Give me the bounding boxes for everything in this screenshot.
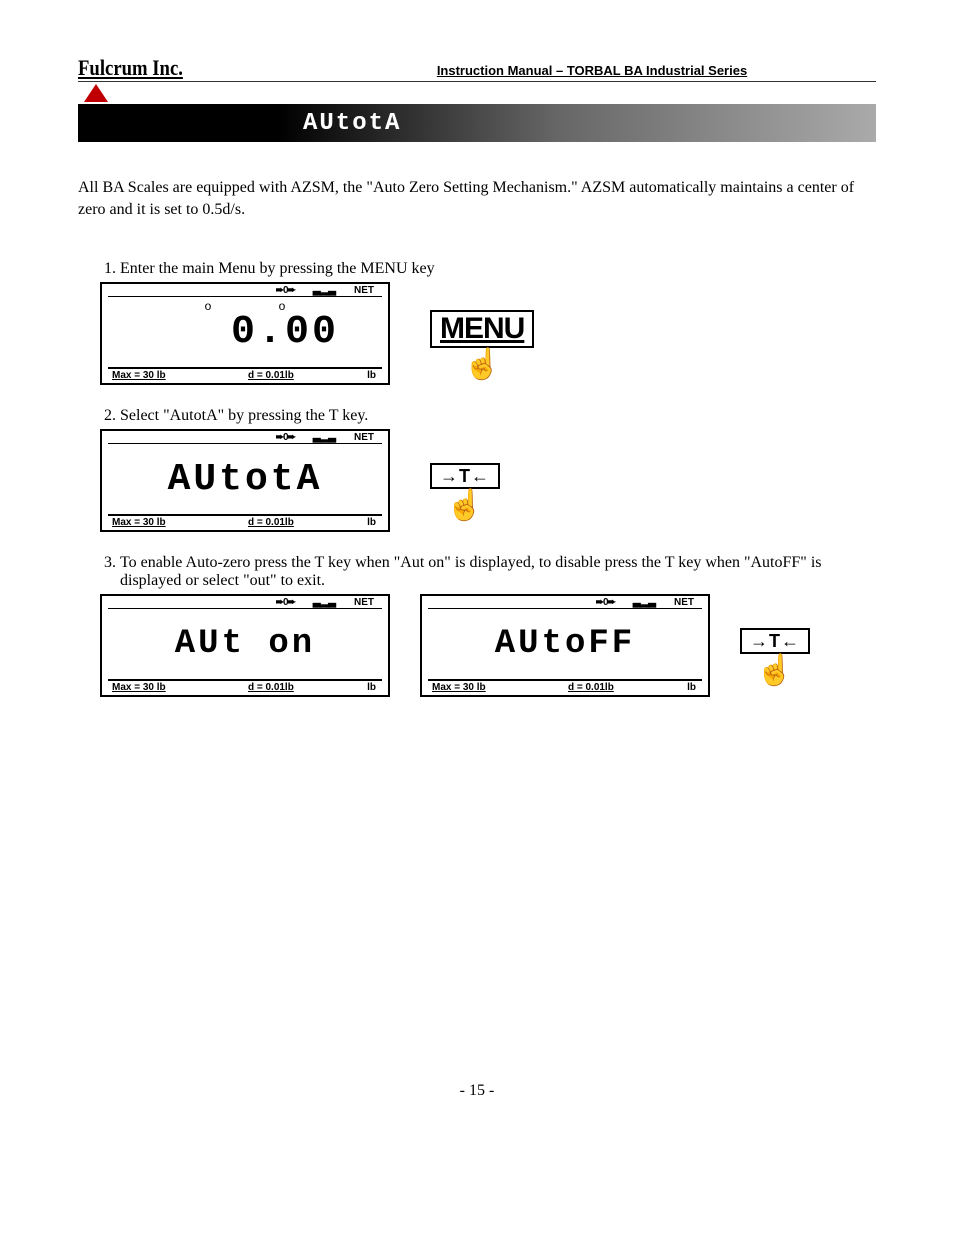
lcd-d: d = 0.01lb: [211, 370, 332, 381]
lcd-display-3b: ➨0➨ ▃▂▃ NET AUtoFF Max = 30 lb d = 0.01l…: [420, 594, 710, 697]
t-key-button[interactable]: →T←: [430, 463, 500, 489]
lcd-level-icon: ▃▂▃: [313, 285, 336, 296]
step-3: To enable Auto-zero press the T key when…: [120, 554, 876, 697]
steps-list: Enter the main Menu by pressing the MENU…: [78, 260, 876, 697]
step-1-text: Enter the main Menu by pressing the MENU…: [120, 260, 435, 277]
lcd-display-3a: ➨0➨ ▃▂▃ NET AUt on Max = 30 lb d = 0.01l…: [100, 594, 390, 697]
lcd-display-1: ➨0➨ ▃▂▃ NET o o 0.00 Max = 30 lb d = 0.0…: [100, 282, 390, 385]
hand-pointer-icon: ☝: [463, 350, 500, 380]
company-name: Fulcrum Inc.: [78, 55, 274, 81]
lcd-level-icon: ▃▂▃: [633, 597, 656, 608]
hand-pointer-icon: ☝: [446, 491, 483, 521]
page-header: Fulcrum Inc. Instruction Manual – TORBAL…: [78, 55, 876, 82]
lcd-unit: lb: [331, 370, 382, 381]
lcd-d: d = 0.01lb: [211, 682, 332, 693]
step-3-text: To enable Auto-zero press the T key when…: [120, 554, 822, 589]
red-triangle-icon: [84, 84, 108, 102]
lcd-value: AUt on: [175, 625, 315, 663]
hand-pointer-icon: ☝: [756, 656, 793, 686]
intro-paragraph: All BA Scales are equipped with AZSM, th…: [78, 177, 876, 220]
lcd-net-label: NET: [354, 285, 374, 296]
menu-key-button[interactable]: MENU: [430, 310, 534, 348]
lcd-net-label: NET: [674, 597, 694, 608]
lcd-zero-icon: ➨0➨: [276, 597, 295, 608]
lcd-level-icon: ▃▂▃: [313, 432, 336, 443]
lcd-net-label: NET: [354, 597, 374, 608]
lcd-bubble-icon: o o: [102, 299, 388, 313]
step-1: Enter the main Menu by pressing the MENU…: [120, 260, 876, 385]
lcd-unit: lb: [331, 517, 382, 528]
lcd-zero-icon: ➨0➨: [276, 432, 295, 443]
banner-text: AUtotA: [303, 110, 401, 137]
lcd-zero-icon: ➨0➨: [596, 597, 615, 608]
manual-title: Instruction Manual – TORBAL BA Industria…: [308, 63, 876, 81]
lcd-unit: lb: [651, 682, 702, 693]
t-key-button[interactable]: →T←: [740, 628, 810, 654]
lcd-max: Max = 30 lb: [108, 517, 211, 528]
lcd-net-label: NET: [354, 432, 374, 443]
lcd-level-icon: ▃▂▃: [313, 597, 336, 608]
lcd-max: Max = 30 lb: [428, 682, 531, 693]
step-2: Select "AutotA" by pressing the T key. ➨…: [120, 407, 876, 532]
lcd-max: Max = 30 lb: [108, 682, 211, 693]
lcd-d: d = 0.01lb: [211, 517, 332, 528]
lcd-value: 0.00: [151, 310, 339, 355]
section-banner: AUtotA: [78, 104, 876, 142]
lcd-display-2: ➨0➨ ▃▂▃ NET AUtotA Max = 30 lb d = 0.01l…: [100, 429, 390, 532]
lcd-zero-icon: ➨0➨: [276, 285, 295, 296]
lcd-unit: lb: [331, 682, 382, 693]
page-number: - 15 -: [0, 1082, 954, 1100]
lcd-value: AUtotA: [168, 458, 323, 501]
lcd-value: AUtoFF: [495, 625, 635, 663]
step-2-text: Select "AutotA" by pressing the T key.: [120, 407, 368, 424]
lcd-d: d = 0.01lb: [531, 682, 652, 693]
lcd-max: Max = 30 lb: [108, 370, 211, 381]
